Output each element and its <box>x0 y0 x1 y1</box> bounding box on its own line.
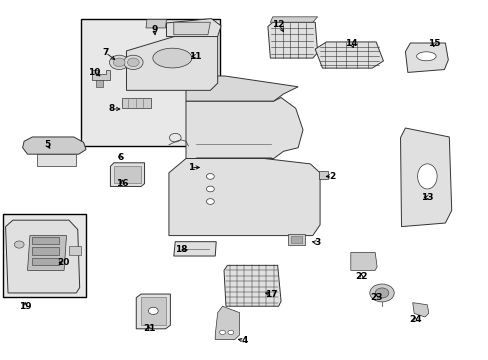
Text: 22: 22 <box>355 271 367 280</box>
Circle shape <box>109 55 129 69</box>
Text: 4: 4 <box>241 336 247 345</box>
Polygon shape <box>267 22 317 58</box>
Circle shape <box>206 186 214 192</box>
Polygon shape <box>168 158 320 235</box>
Circle shape <box>123 55 143 69</box>
Text: 18: 18 <box>175 246 187 255</box>
Polygon shape <box>350 252 376 270</box>
Text: 17: 17 <box>264 290 277 299</box>
Polygon shape <box>224 265 281 306</box>
Circle shape <box>227 330 233 334</box>
Text: 2: 2 <box>328 172 335 181</box>
Polygon shape <box>27 235 66 270</box>
Polygon shape <box>288 234 305 245</box>
Polygon shape <box>291 235 302 243</box>
Polygon shape <box>166 19 221 37</box>
Polygon shape <box>32 258 59 265</box>
Polygon shape <box>173 22 210 35</box>
Text: 6: 6 <box>117 153 123 162</box>
Text: 21: 21 <box>143 324 155 333</box>
Circle shape <box>206 174 214 179</box>
Polygon shape <box>5 220 80 293</box>
Text: 11: 11 <box>189 52 202 61</box>
Polygon shape <box>114 166 141 183</box>
Ellipse shape <box>153 48 191 68</box>
FancyBboxPatch shape <box>81 19 220 146</box>
Polygon shape <box>96 80 103 87</box>
Polygon shape <box>92 69 110 80</box>
Polygon shape <box>136 294 170 329</box>
Text: 9: 9 <box>151 25 157 34</box>
Polygon shape <box>405 43 447 72</box>
Polygon shape <box>315 42 383 68</box>
Text: 13: 13 <box>420 193 433 202</box>
Polygon shape <box>215 306 239 339</box>
Text: 3: 3 <box>314 238 320 247</box>
Polygon shape <box>126 30 217 90</box>
Polygon shape <box>69 246 81 255</box>
Text: 24: 24 <box>408 315 421 324</box>
Text: 14: 14 <box>345 39 357 48</box>
Text: 16: 16 <box>116 179 128 188</box>
Polygon shape <box>412 303 428 317</box>
Polygon shape <box>122 98 151 108</box>
Circle shape <box>219 330 225 334</box>
Text: 23: 23 <box>369 293 382 302</box>
Polygon shape <box>185 76 298 101</box>
Polygon shape <box>185 98 303 158</box>
Circle shape <box>369 284 393 302</box>
Polygon shape <box>37 154 76 166</box>
Text: 7: 7 <box>102 48 108 57</box>
Polygon shape <box>32 247 59 255</box>
Text: 19: 19 <box>19 302 31 311</box>
FancyBboxPatch shape <box>3 214 86 297</box>
Text: 12: 12 <box>272 19 285 28</box>
Circle shape <box>113 58 125 67</box>
Polygon shape <box>173 242 216 256</box>
Text: 15: 15 <box>427 39 440 48</box>
Ellipse shape <box>417 164 436 189</box>
Polygon shape <box>319 171 328 179</box>
Text: 8: 8 <box>108 104 115 113</box>
Circle shape <box>127 58 139 67</box>
Circle shape <box>14 241 24 248</box>
Polygon shape <box>141 297 165 325</box>
Polygon shape <box>32 237 59 244</box>
Text: 5: 5 <box>44 140 50 149</box>
Text: 20: 20 <box>57 258 69 267</box>
Polygon shape <box>270 17 317 22</box>
Polygon shape <box>400 128 451 226</box>
Polygon shape <box>22 137 86 154</box>
Circle shape <box>374 288 388 298</box>
Circle shape <box>148 307 158 315</box>
Text: 10: 10 <box>88 68 101 77</box>
Circle shape <box>206 199 214 204</box>
Ellipse shape <box>416 52 435 61</box>
Polygon shape <box>146 19 166 28</box>
Polygon shape <box>110 163 144 186</box>
Text: 1: 1 <box>187 163 194 172</box>
